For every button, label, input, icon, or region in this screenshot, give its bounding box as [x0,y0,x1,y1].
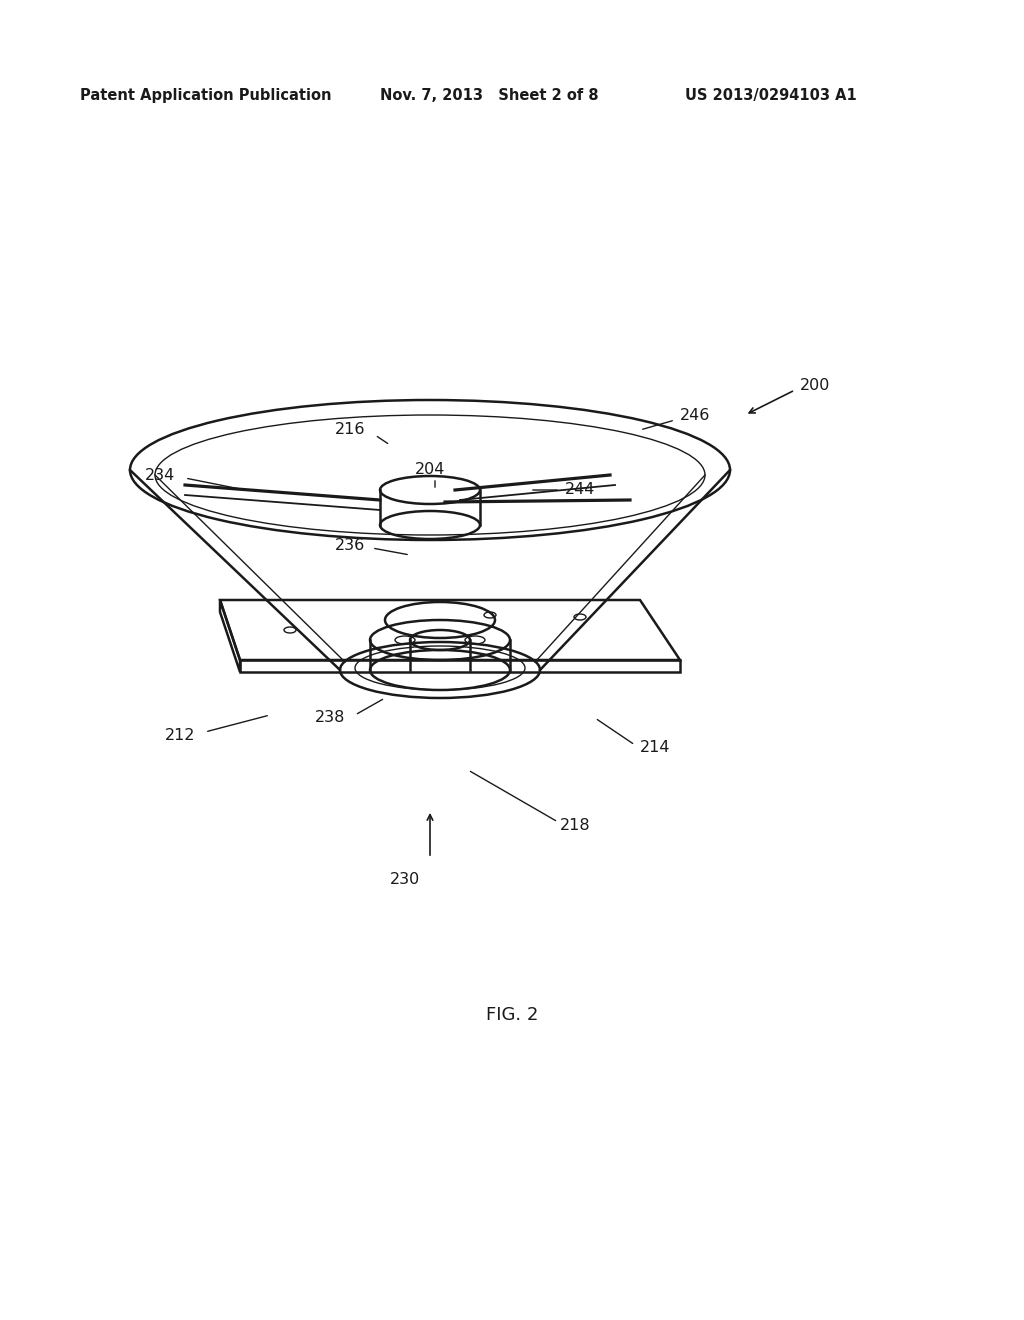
Text: 238: 238 [314,710,345,726]
Text: 214: 214 [640,741,671,755]
Text: 212: 212 [165,727,195,742]
Text: 200: 200 [800,378,830,392]
Text: Nov. 7, 2013   Sheet 2 of 8: Nov. 7, 2013 Sheet 2 of 8 [380,88,599,103]
Text: 236: 236 [335,537,365,553]
Text: 234: 234 [144,467,175,483]
Text: 218: 218 [560,817,591,833]
Text: FIG. 2: FIG. 2 [485,1006,539,1024]
Text: US 2013/0294103 A1: US 2013/0294103 A1 [685,88,857,103]
Text: 204: 204 [415,462,445,478]
Text: 216: 216 [335,422,366,437]
Text: Patent Application Publication: Patent Application Publication [80,88,332,103]
Text: 246: 246 [680,408,711,422]
Text: 230: 230 [390,873,420,887]
Text: 244: 244 [565,483,595,498]
